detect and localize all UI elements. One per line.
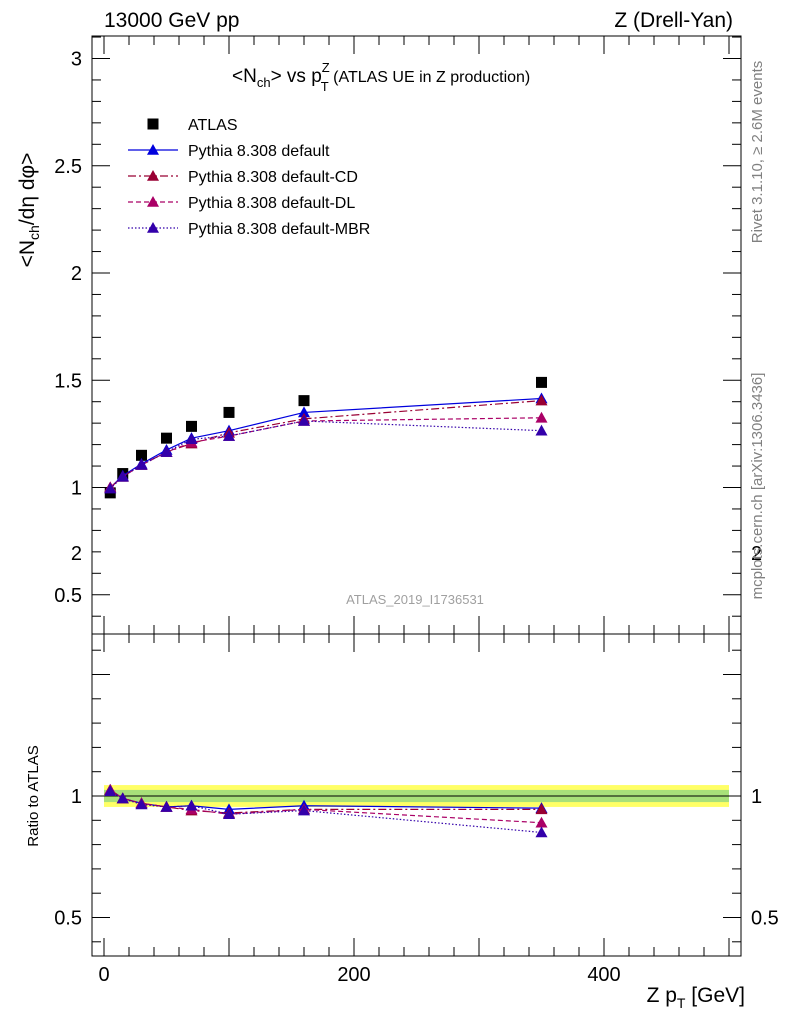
data-point-atlas [536, 376, 547, 388]
x-tick-label: 400 [587, 964, 620, 986]
x-tick-label: 200 [337, 964, 370, 986]
title-pre: <N [232, 66, 257, 87]
main-y-tick-label: 1 [71, 478, 82, 500]
ratio-y-axis: 0.5 0.5 1 1 2 2 [54, 543, 779, 943]
data-point-atlas [298, 395, 310, 407]
marker-mbr [185, 433, 198, 445]
marker-cd [535, 394, 548, 406]
data-point-atlas [223, 406, 235, 418]
ratio-y-tick-label: 0.5 [54, 908, 82, 930]
data-point-atlas [161, 432, 172, 444]
marker-default [298, 406, 310, 418]
title-sup: Z [322, 60, 330, 75]
ratio-marker-mbr [135, 798, 148, 810]
legend-entry-data: ATLAS [147, 117, 238, 134]
header-right: Z (Drell-Yan) [614, 9, 733, 32]
series-mbr [104, 415, 548, 494]
mcplots-label: mcplots.cern.ch [arXiv:1306.3436] [749, 373, 766, 600]
main-y-tick-label: 2 [71, 263, 82, 285]
main-y-axis: 0.5 1 1.5 2 2.5 3 [54, 36, 741, 617]
marker-mbr [298, 415, 310, 426]
series-line-default [109, 397, 542, 488]
title-sub1: ch [257, 75, 271, 90]
marker-mbr [135, 458, 148, 470]
ratio-marker-dl [535, 816, 548, 828]
ylabel-b: /dη dφ> [16, 153, 39, 226]
data-point-atlas [136, 449, 147, 461]
legend-label-default: Pythia 8.308 default [188, 143, 330, 160]
ratio-band-group [92, 785, 741, 807]
xlabel-post: [GeV] [685, 984, 745, 1007]
legend-marker-mbr [147, 222, 159, 233]
ratio-marker-cd [535, 803, 548, 815]
series-line-mbr [109, 420, 542, 490]
ratio-y-tick-label: 2 [71, 543, 82, 565]
legend-label-mbr: Pythia 8.308 default-MBR [188, 221, 370, 238]
xlabel-pre: Z p [647, 984, 677, 1007]
legend-marker-default [147, 144, 159, 155]
marker-mbr [160, 446, 173, 457]
series-data [104, 376, 547, 499]
chart-title: <Nch> vs pZ T (ATLAS UE in Z production) [232, 60, 530, 94]
x-tick-label: 0 [98, 964, 109, 986]
data-point-atlas [186, 420, 197, 432]
legend-marker-cd [147, 170, 159, 181]
legend-label-data: ATLAS [188, 117, 238, 134]
main-y-tick-label: 1.5 [54, 370, 82, 392]
header-left: 13000 GeV pp [104, 9, 239, 32]
analysis-watermark: ATLAS_2019_I1736531 [346, 592, 484, 607]
ratio-marker-mbr [104, 785, 117, 796]
main-y-tick-label: 0.5 [54, 585, 82, 607]
ratio-marker-mbr [160, 800, 173, 812]
ratio-marker-mbr [223, 808, 235, 820]
legend-label-dl: Pythia 8.308 default-DL [188, 195, 355, 212]
ylabel-a: <N [16, 240, 39, 267]
legend-entry-dl: Pythia 8.308 default-DL [128, 195, 355, 212]
main-series-group [104, 376, 548, 499]
legend-marker-data [147, 118, 159, 130]
legend-marker-dl [147, 196, 159, 207]
ylabel-sub: ch [26, 225, 42, 240]
main-y-label: <Nch/dη dφ> [16, 153, 42, 268]
marker-dl [535, 411, 548, 423]
ratio-marker-mbr [185, 799, 198, 811]
title-mid: > vs p [271, 66, 322, 87]
ratio-y-label: Ratio to ATLAS [25, 745, 42, 846]
title-sub2: T [321, 79, 329, 94]
marker-mbr [223, 430, 235, 441]
ratio-panel-frame [91, 633, 742, 957]
x-axis-label: Z pT [GeV] [647, 984, 745, 1011]
ratio-series-mbr [104, 785, 548, 838]
ratio-series-group [104, 783, 548, 838]
x-axis: 0 200 400 [98, 36, 730, 986]
ratio-marker-mbr [298, 804, 310, 816]
ratio-y-tick-label: 1 [71, 786, 82, 808]
legend-entry-cd: Pythia 8.308 default-CD [128, 169, 358, 186]
ratio-y-tick-label-right: 2 [751, 543, 762, 565]
title-post: (ATLAS UE in Z production) [329, 69, 531, 86]
legend: ATLAS Pythia 8.308 default Pythia 8.308 de… [128, 117, 370, 238]
legend-entry-mbr: Pythia 8.308 default-MBR [128, 221, 370, 238]
marker-mbr [104, 482, 117, 494]
marker-mbr [116, 470, 129, 482]
ratio-y-tick-label-right: 1 [751, 786, 762, 808]
series-line-cd [109, 400, 542, 488]
ratio-marker-mbr [116, 792, 129, 804]
marker-mbr [535, 424, 548, 436]
ratio-y-tick-label-right: 0.5 [751, 908, 779, 930]
main-y-tick-label: 3 [71, 49, 82, 71]
ratio-marker-mbr [535, 826, 548, 838]
legend-entry-default: Pythia 8.308 default [128, 143, 330, 160]
legend-label-cd: Pythia 8.308 default-CD [188, 169, 358, 186]
xlabel-sub: T [677, 995, 686, 1011]
main-y-tick-label: 2.5 [54, 156, 82, 178]
rivet-version-label: Rivet 3.1.10, ≥ 2.6M events [749, 61, 766, 244]
